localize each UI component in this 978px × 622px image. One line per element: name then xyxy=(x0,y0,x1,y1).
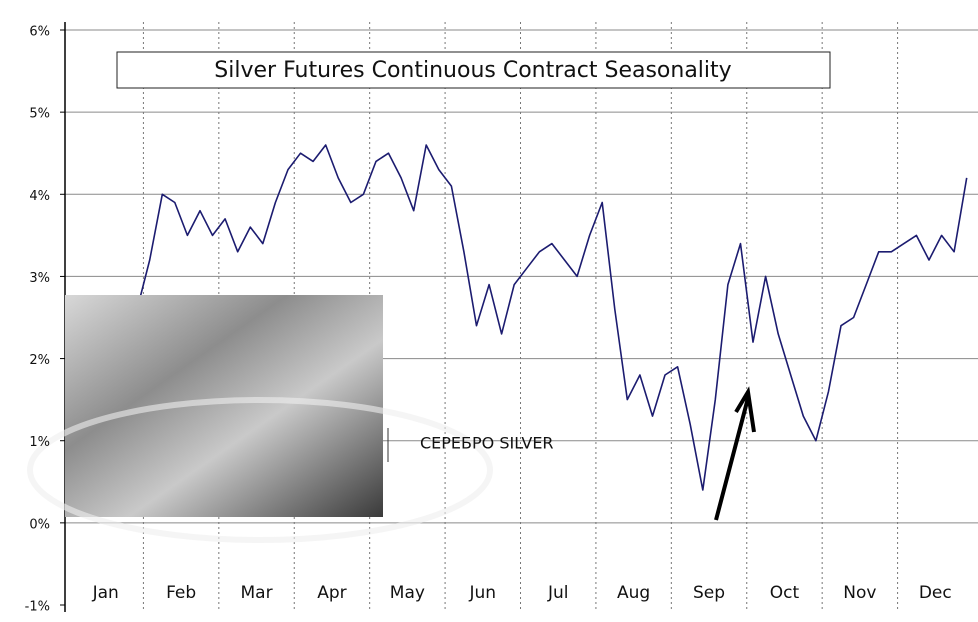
x-tick-label: Feb xyxy=(166,583,196,603)
x-tick-label: Jun xyxy=(469,583,497,603)
labels: -1% 0% 1% 2% 3% 4% 5% 6% Jan Feb Mar Apr May Jun Jul Au… xyxy=(25,25,952,615)
photo-detail xyxy=(27,397,493,543)
x-tick-label: Jan xyxy=(92,583,119,603)
x-tick-label: Apr xyxy=(317,583,346,603)
x-tick-label: Mar xyxy=(241,583,273,603)
x-tick-label: Sep xyxy=(693,583,725,603)
x-tick-label: Nov xyxy=(843,583,876,603)
annotation: СЕРЕБРО SILVER xyxy=(420,434,554,453)
x-tick-label: May xyxy=(390,583,425,603)
title-box xyxy=(116,51,831,89)
arrow xyxy=(714,386,756,521)
x-tick-label: Jul xyxy=(547,583,569,603)
line-series xyxy=(73,144,968,515)
y-tick-label: 3% xyxy=(29,271,50,286)
y-tick-label: 0% xyxy=(29,517,50,532)
y-tick-label: 5% xyxy=(29,107,50,122)
x-tick-label: Aug xyxy=(617,583,650,603)
x-tick-label: Dec xyxy=(919,583,952,603)
y-tick-label: 6% xyxy=(29,25,50,40)
y-tick-label: -1% xyxy=(25,600,50,615)
y-tick-label: 4% xyxy=(29,189,50,204)
chart-title: Silver Futures Continuous Contract Seaso… xyxy=(214,58,731,83)
y-tick-label: 1% xyxy=(29,435,50,450)
x-tick-label: Oct xyxy=(770,583,800,603)
plot xyxy=(73,144,968,515)
y-tick-label: 2% xyxy=(29,353,50,368)
